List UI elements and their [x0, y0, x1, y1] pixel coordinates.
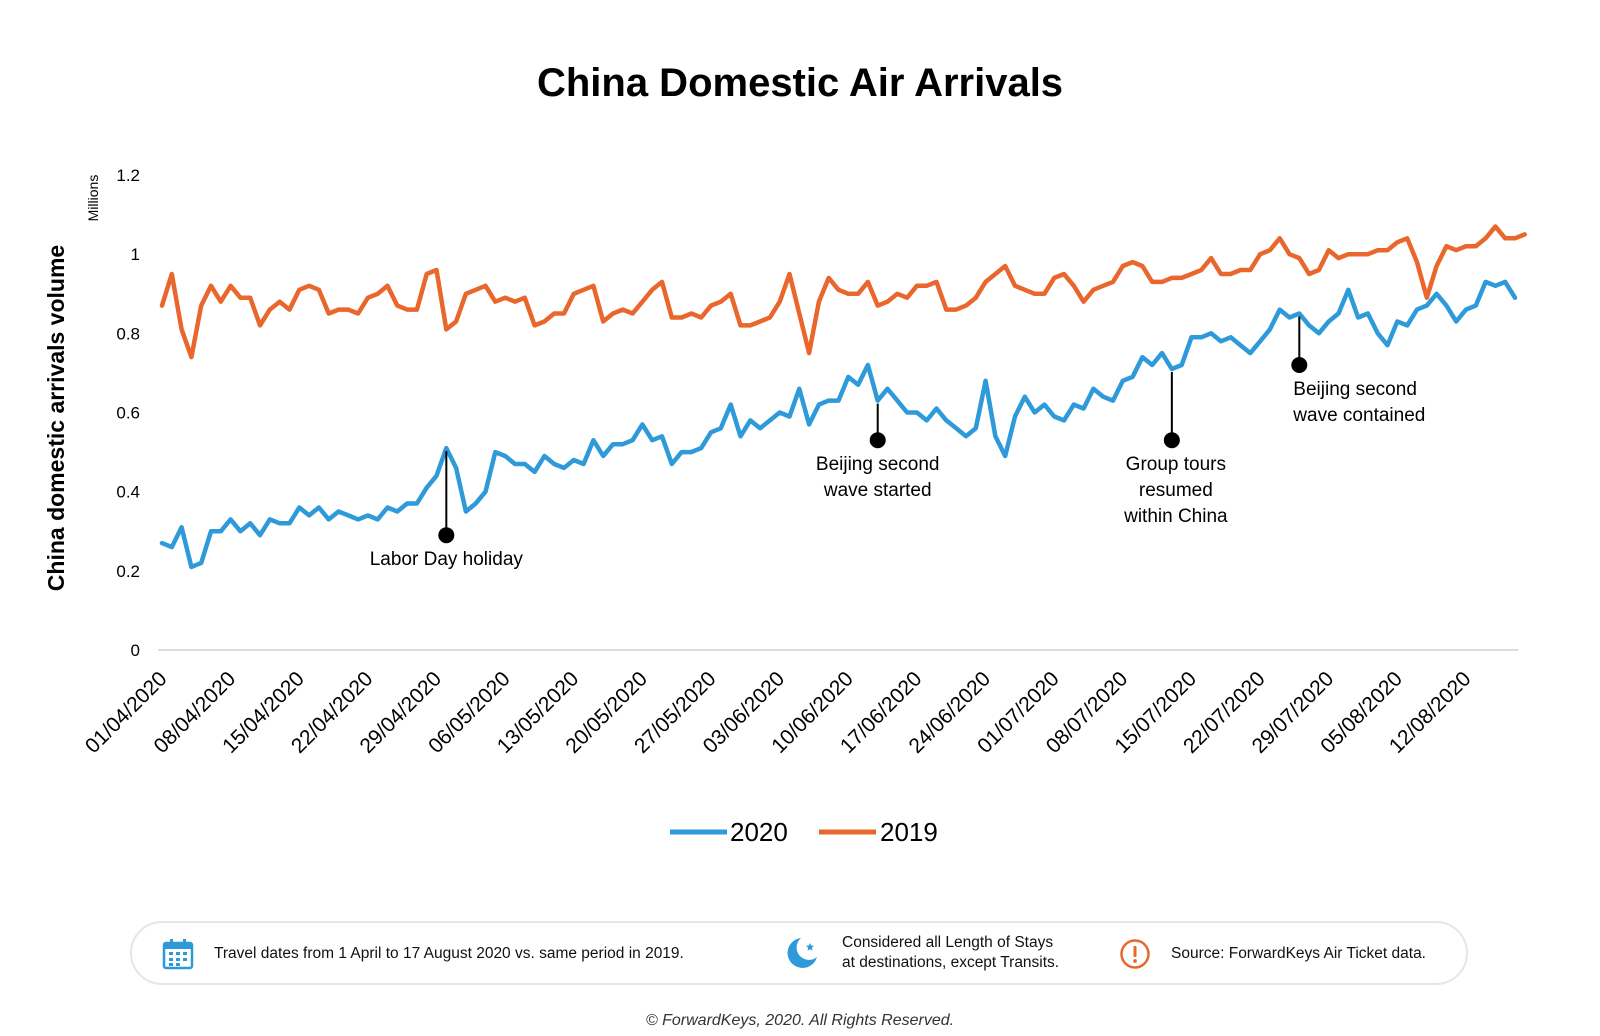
- annotation-marker: [1163, 432, 1180, 449]
- annotation-marker: [869, 432, 886, 449]
- moon-icon: [784, 935, 820, 971]
- y-tick-label: 0.8: [116, 324, 140, 343]
- annotation-beijing-contained: Beijing second wave contained: [1291, 316, 1425, 426]
- y-tick-label: 1.2: [116, 166, 140, 185]
- annotation-marker: [438, 527, 455, 544]
- annotation-label: Group tours: [1126, 454, 1226, 475]
- footer-text-stays-line-1: Considered all Length of Stays: [842, 934, 1054, 951]
- chart-title: China Domestic Air Arrivals: [537, 61, 1063, 105]
- y-tick-label: 0: [131, 641, 140, 660]
- footer-info-box: [130, 921, 1468, 985]
- footer-item-source: Source: ForwardKeys Air Ticket data.: [1119, 938, 1426, 970]
- y-ticks: 0 0.2 0.4 0.6 0.8 1 1.2: [116, 166, 140, 660]
- footer-text-source: Source: ForwardKeys Air Ticket data.: [1171, 945, 1426, 962]
- annotation-label: within China: [1123, 506, 1228, 527]
- annotation-label: resumed: [1139, 480, 1213, 501]
- annotation-group-tours: Group tours resumed within China: [1123, 371, 1228, 527]
- copyright: © ForwardKeys, 2020. All Rights Reserved…: [645, 1012, 955, 1029]
- legend: 2020 2019: [670, 817, 938, 847]
- y-tick-label: 0.2: [116, 562, 140, 581]
- legend-label-2020: 2020: [730, 817, 788, 847]
- annotation-labor-day: Labor Day holiday: [370, 451, 524, 570]
- footer-text-stays-line-2: at destinations, except Transits.: [842, 954, 1060, 971]
- annotation-label: Beijing second: [1293, 379, 1417, 400]
- footer-item-stays: Considered all Length of Stays at destin…: [784, 933, 1059, 973]
- footer-item-dates: Travel dates from 1 April to 17 August 2…: [162, 938, 684, 970]
- y-axis-label: China domestic arrivals volume: [43, 245, 69, 591]
- footer-text-stays: Considered all Length of Stays at destin…: [842, 933, 1059, 973]
- x-ticks: 01/04/202008/04/202015/04/202022/04/2020…: [81, 667, 1476, 758]
- annotation-beijing-start: Beijing second wave started: [816, 403, 940, 501]
- y-tick-label: 0.6: [116, 404, 140, 423]
- y-tick-label: 0.4: [116, 483, 140, 502]
- series-lines: [159, 224, 1528, 570]
- calendar-icon: [162, 938, 194, 970]
- series-line-2019: [159, 224, 1528, 360]
- legend-label-2019: 2019: [880, 817, 938, 847]
- annotations: Labor Day holiday Beijing second wave star…: [370, 316, 1425, 570]
- footer-text-dates: Travel dates from 1 April to 17 August 2…: [214, 945, 684, 962]
- series-line-2020: [159, 279, 1518, 570]
- y-tick-label: 1: [131, 245, 140, 264]
- y-axis-unit: Millions: [85, 175, 101, 222]
- alert-icon: [1119, 938, 1151, 970]
- annotation-label: wave started: [823, 480, 932, 501]
- annotation-label: Labor Day holiday: [370, 549, 524, 570]
- annotation-marker: [1291, 357, 1308, 373]
- annotation-label: wave contained: [1292, 405, 1425, 426]
- annotation-label: Beijing second: [816, 454, 940, 475]
